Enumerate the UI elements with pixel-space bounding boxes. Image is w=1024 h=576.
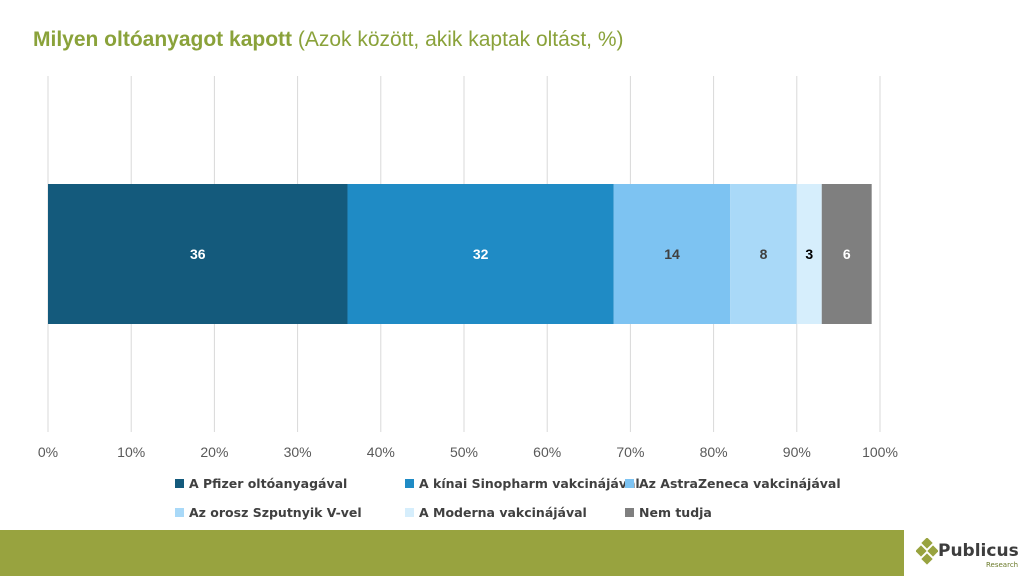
legend-item: Az orosz Szputnyik V-vel [175, 505, 362, 520]
x-tick-label: 20% [200, 444, 228, 460]
bar-segment [347, 184, 614, 324]
x-tick-label: 100% [862, 444, 898, 460]
chart-title-bold: Milyen oltóanyagot kapott [33, 28, 293, 51]
legend-swatch [405, 479, 414, 488]
x-tick-label: 90% [783, 444, 811, 460]
legend-label: A Pfizer oltóanyagával [189, 476, 348, 491]
legend-swatch [175, 508, 184, 517]
legend-item: A kínai Sinopharm vakcinájával [405, 476, 640, 491]
bar-segment [48, 184, 348, 324]
data-labels: 36 32 14 8 3 6 [190, 246, 851, 262]
x-tick-label: 50% [450, 444, 478, 460]
bar-segments [48, 184, 872, 324]
footer-bar [0, 530, 904, 576]
data-label: 32 [473, 246, 489, 262]
x-tick-label: 0% [38, 444, 58, 460]
publicus-logo: Publicus Research [916, 536, 1024, 576]
legend-swatch [625, 479, 634, 488]
x-tick-label: 40% [367, 444, 395, 460]
x-tick-label: 10% [117, 444, 145, 460]
legend-swatch [625, 508, 634, 517]
bar-segment [730, 184, 797, 324]
data-label: 36 [190, 246, 206, 262]
bar-segment [613, 184, 731, 324]
legend-swatch [405, 508, 414, 517]
data-label: 8 [760, 246, 768, 262]
legend-item: A Moderna vakcinájával [405, 505, 587, 520]
data-label: 14 [664, 246, 680, 262]
x-tick-label: 60% [533, 444, 561, 460]
stacked-bar-chart: 36 32 14 8 3 6 0% 10% 20% 30% 40% 50% 60% 70% 80% 90% 1… [38, 76, 898, 460]
legend-item: A Pfizer oltóanyagával [175, 476, 347, 491]
legend-swatch [175, 479, 184, 488]
data-label: 6 [843, 246, 851, 262]
legend-item: Nem tudja [625, 505, 712, 520]
publicus-logo-text: Publicus [938, 541, 1019, 561]
x-tick-label: 30% [284, 444, 312, 460]
chart-title-subtitle: (Azok között, akik kaptak oltást, %) [297, 28, 624, 51]
x-tick-label: 80% [700, 444, 728, 460]
x-axis-ticks: 0% 10% 20% 30% 40% 50% 60% 70% 80% 90% 100% [38, 444, 898, 460]
legend-label: Nem tudja [639, 505, 712, 520]
legend-label: A kínai Sinopharm vakcinájával [419, 476, 640, 491]
bar-segment [796, 184, 822, 324]
legend-label: A Moderna vakcinájával [419, 505, 587, 520]
publicus-logo-icon [916, 538, 938, 565]
data-label: 3 [805, 246, 813, 262]
publicus-logo-sub: Research [986, 561, 1019, 569]
x-tick-label: 70% [616, 444, 644, 460]
legend-label: Az orosz Szputnyik V-vel [189, 505, 362, 520]
chart-title: Milyen oltóanyagot kapott (Azok között, … [33, 28, 623, 52]
legend-item: Az AstraZeneca vakcinájával [625, 476, 841, 491]
bar-segment [821, 184, 872, 324]
legend-label: Az AstraZeneca vakcinájával [639, 476, 841, 491]
